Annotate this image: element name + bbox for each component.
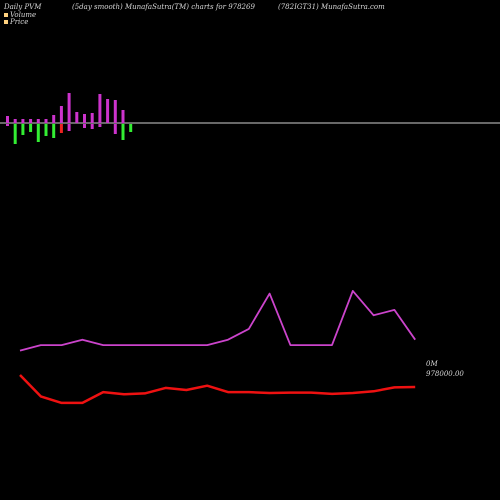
volume-bar-up [21,119,25,123]
volume-bar-up [106,99,110,123]
price-volume-lines [19,289,416,405]
header-right: (782IGT31) MunafaSutra.com [278,3,385,11]
volume-bar-up [29,119,33,123]
legend-price-swatch [4,20,8,24]
volume-bar-down [29,124,33,132]
volume-bar-down [121,124,125,140]
volume-bar-down [21,124,25,135]
volume-bar-down [36,124,40,142]
volume-bar-up [6,116,9,123]
volume-annotation: 0M [426,360,438,368]
volume-bar-up [83,114,86,123]
legend-volume-swatch [4,13,8,17]
volume-bar-up [67,93,71,123]
header-left: Daily PVM [3,3,42,11]
price-annotation: 978000.00 [426,370,464,378]
volume-bar-up [121,110,125,123]
volume-bar-up [13,119,17,123]
volume-bar-down [113,124,117,134]
price-line [19,374,416,405]
header-center: (5day smooth) MunafaSutra(TM) charts for… [72,3,255,11]
volume-bar-up [36,119,40,123]
volume-bar-down [52,124,56,138]
volume-bar-up [44,119,48,123]
volume-bar-down [13,124,17,144]
volume-bar-down [90,124,94,129]
volume-line [19,289,416,352]
volume-bar-up [75,112,79,123]
volume-bar-down [59,124,63,133]
volume-bar-up [113,100,117,123]
volume-bar-down [44,124,48,136]
legend-price-label: Price [9,18,28,26]
volume-bar-down [98,124,102,127]
volume-bar-up [98,94,102,123]
volume-bar-up [59,106,63,123]
volume-bar-down [129,124,133,132]
volume-bar-up [90,113,94,123]
volume-bar-down [67,124,71,131]
legend-volume-label: Volume [10,11,36,19]
volume-bar-down [83,124,86,128]
volume-bars [6,93,133,144]
volume-bar-down [6,124,9,126]
volume-bar-up [52,115,56,123]
